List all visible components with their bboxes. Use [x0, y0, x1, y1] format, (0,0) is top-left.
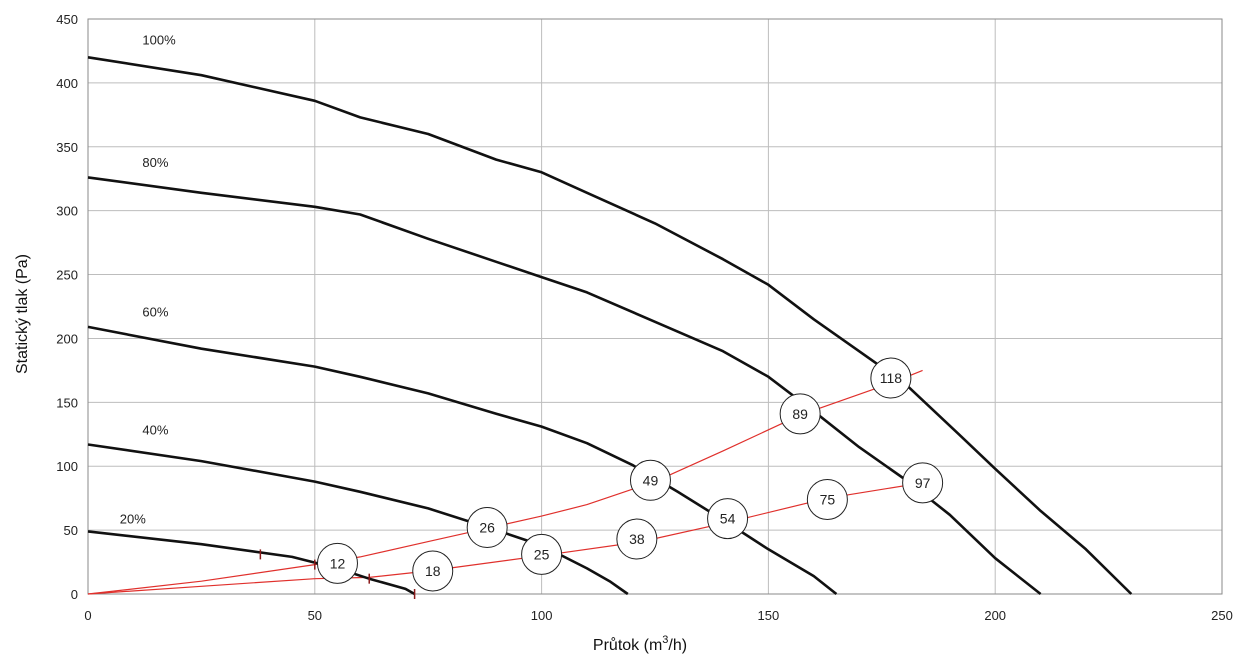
fan-curve-label: 20% [120, 512, 146, 527]
y-tick-label: 400 [56, 76, 78, 91]
badge-value: 54 [720, 511, 736, 527]
x-tick-label: 250 [1211, 608, 1233, 623]
badge-value: 26 [479, 520, 495, 536]
badge-circle [412, 550, 454, 592]
value-badge: 118 [870, 357, 912, 399]
value-badge: 38 [616, 518, 658, 560]
badge-value: 12 [330, 555, 346, 571]
badge-circle [316, 542, 358, 584]
value-badge: 89 [779, 393, 821, 435]
y-tick-label: 300 [56, 204, 78, 219]
badge-circle [616, 518, 658, 560]
fan-curve-line [87, 530, 416, 596]
badge-value: 118 [880, 370, 903, 386]
y-axis-title: Statický tlak (Pa) [14, 254, 31, 374]
fan-curve-label: 40% [142, 422, 168, 437]
badge-value: 38 [629, 531, 645, 547]
value-badge: 75 [806, 478, 848, 520]
value-badge: 26 [466, 507, 508, 549]
plot-frame [87, 18, 1223, 595]
badge-circle [521, 533, 563, 575]
y-tick-label: 450 [56, 12, 78, 27]
badge-value: 97 [915, 475, 931, 491]
fan-curve-line [87, 443, 629, 596]
badge-value: 18 [425, 563, 441, 579]
badge-circle [707, 498, 749, 540]
value-badge: 18 [412, 550, 454, 592]
badge-circle [629, 459, 671, 501]
value-badges: 118 89 49 26 12 97 75 54 38 25 18 [316, 357, 944, 592]
fan-curves [87, 56, 1133, 596]
x-axis-title: Průtok (m3/h) [593, 634, 687, 654]
badge-circle [870, 357, 912, 399]
y-tick-label: 150 [56, 395, 78, 410]
badge-value: 75 [820, 491, 836, 507]
fan-curve-line [87, 56, 1133, 595]
y-tick-label: 100 [56, 459, 78, 474]
fan-curve-line [87, 325, 838, 596]
badge-circle [902, 462, 944, 504]
fan-curve-label: 100% [142, 33, 176, 48]
y-tick-labels: 0 50 100 150 200 250 300 350 400 450 [56, 12, 78, 602]
badge-circle [466, 507, 508, 549]
x-tick-label: 150 [758, 608, 780, 623]
x-tick-labels: 0 50 100 150 200 250 [84, 608, 1232, 623]
badge-circle [779, 393, 821, 435]
system-curve-line [87, 482, 923, 595]
value-badge: 54 [707, 498, 749, 540]
value-badge: 12 [316, 542, 358, 584]
curve-labels: 100% 80% 60% 40% 20% [120, 33, 176, 527]
badge-value: 49 [643, 472, 659, 488]
badge-value: 89 [792, 406, 808, 422]
x-tick-label: 100 [531, 608, 553, 623]
fan-curve-label: 60% [142, 305, 168, 320]
value-badge: 97 [902, 462, 944, 504]
y-tick-label: 50 [64, 523, 78, 538]
x-tick-label: 0 [84, 608, 91, 623]
value-badge: 49 [629, 459, 671, 501]
x-tick-label: 50 [308, 608, 322, 623]
y-tick-label: 250 [56, 268, 78, 283]
tick-markers [259, 549, 416, 599]
grid [87, 18, 1223, 595]
y-tick-label: 0 [71, 587, 78, 602]
value-badge: 25 [521, 533, 563, 575]
fan-curve-label: 80% [142, 155, 168, 170]
badge-value: 25 [534, 546, 550, 562]
badge-circle [806, 478, 848, 520]
y-tick-label: 350 [56, 140, 78, 155]
y-tick-label: 200 [56, 331, 78, 346]
x-tick-label: 200 [984, 608, 1006, 623]
